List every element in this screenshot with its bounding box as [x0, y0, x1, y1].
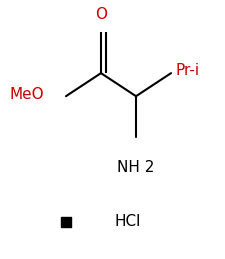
- Text: MeO: MeO: [9, 87, 44, 102]
- Text: HCl: HCl: [114, 214, 140, 229]
- Text: O: O: [95, 7, 107, 22]
- Text: Pr-i: Pr-i: [176, 63, 200, 78]
- Point: [64, 220, 68, 224]
- Text: NH 2: NH 2: [117, 160, 155, 175]
